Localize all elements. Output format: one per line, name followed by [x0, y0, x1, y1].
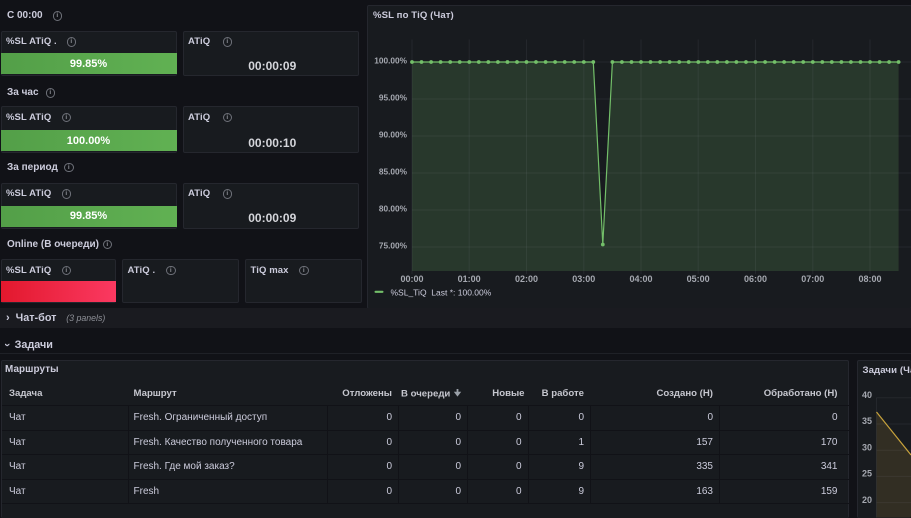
svg-text:05:00: 05:00: [687, 274, 710, 284]
svg-text:95.00%: 95.00%: [379, 93, 408, 103]
svg-text:30: 30: [862, 442, 872, 452]
svg-text:06:00: 06:00: [744, 274, 767, 284]
svg-text:02:00: 02:00: [515, 274, 538, 284]
svg-text:75.00%: 75.00%: [379, 241, 408, 251]
svg-text:40: 40: [862, 390, 872, 400]
svg-text:07:00: 07:00: [801, 274, 824, 284]
svg-text:03:00: 03:00: [572, 274, 595, 284]
svg-text:04:00: 04:00: [629, 274, 652, 284]
svg-text:20: 20: [862, 494, 872, 504]
svg-text:%SL_TiQ Last *: 100.00%: %SL_TiQ Last *: 100.00%: [391, 287, 492, 297]
svg-text:08:00: 08:00: [858, 274, 881, 284]
svg-text:80.00%: 80.00%: [379, 204, 408, 214]
svg-text:100.00%: 100.00%: [374, 56, 407, 66]
svg-text:35: 35: [862, 416, 872, 426]
svg-text:00:00: 00:00: [400, 274, 423, 284]
svg-text:85.00%: 85.00%: [379, 167, 408, 177]
svg-text:90.00%: 90.00%: [379, 130, 408, 140]
svg-text:01:00: 01:00: [458, 274, 481, 284]
svg-text:25: 25: [862, 468, 872, 478]
